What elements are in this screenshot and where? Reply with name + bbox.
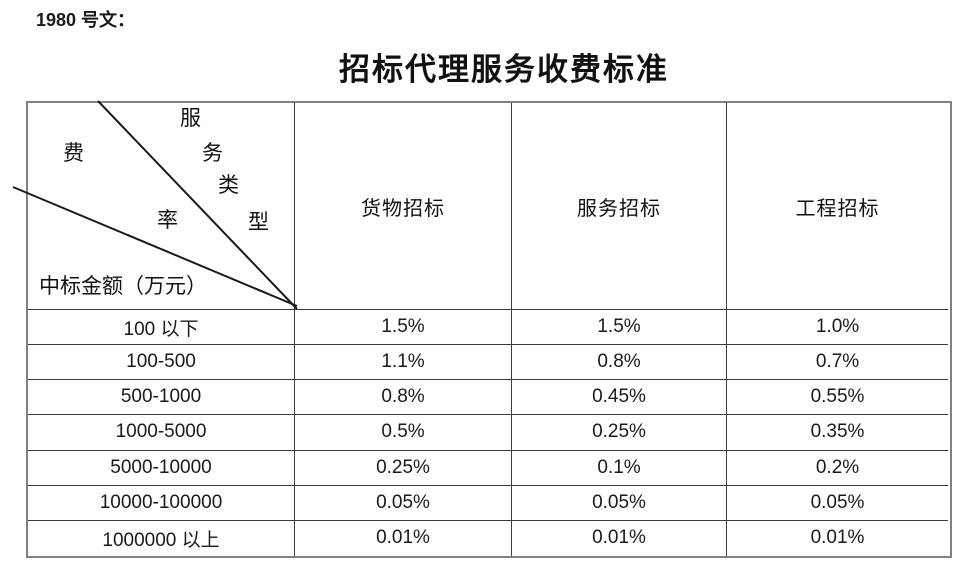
fee-value: 0.25% <box>512 415 727 451</box>
fee-value: 0.01% <box>810 527 865 549</box>
col-header-service-bidding: 服务招标 <box>512 103 727 310</box>
corner-label-service-char-1: 服 <box>180 106 201 130</box>
page-title: 招标代理服务收费标准 <box>339 52 669 87</box>
corner-label-service-char-4: 型 <box>248 210 269 234</box>
fee-value: 0.5% <box>295 415 512 451</box>
fee-value: 0.05% <box>295 485 512 521</box>
row-label: 100 以下 <box>28 310 295 346</box>
fee-value: 1.1% <box>295 345 512 381</box>
fee-value: 0.7% <box>727 345 948 381</box>
fee-value: 0.8% <box>295 380 512 416</box>
fee-value: 0.01% <box>512 520 727 556</box>
table-corner-header-cell: 费 率 服 务 类 型 中标金额（万元） <box>12 100 298 310</box>
row-label: 1000-5000 <box>28 415 295 451</box>
fee-value: 0.01% <box>295 520 512 556</box>
row-label: 500-1000 <box>28 380 295 416</box>
corner-label-fee-char: 费 <box>63 141 84 165</box>
row-label: 1000000 以上 <box>28 520 295 556</box>
col-header-works-bidding: 工程招标 <box>727 103 948 310</box>
fee-value: 0.45% <box>512 380 727 416</box>
col-header-goods-bidding: 货物招标 <box>295 103 512 310</box>
fee-value: 0.05% <box>727 486 948 521</box>
row-label: 100-500 <box>28 345 295 381</box>
fee-value: 0.1% <box>512 450 727 486</box>
doc-number: 1980 号文： <box>36 10 136 30</box>
corner-label-rate-char: 率 <box>157 208 178 232</box>
fee-value: 0.05% <box>512 485 727 521</box>
fee-value: 0.55% <box>727 380 948 416</box>
corner-label-service-char-3: 类 <box>218 173 239 197</box>
fee-value: 0.25% <box>295 450 512 486</box>
fee-value: 0.2% <box>727 451 948 486</box>
fee-value: 0.8% <box>512 345 727 381</box>
fee-value: 1.5% <box>512 310 727 346</box>
row-label: 10000-100000 <box>28 485 295 521</box>
fee-standard-table: 费 率 服 务 类 型 中标金额（万元） 货物招标 服务招标 工程招标 100 … <box>12 100 952 558</box>
row-label: 5000-10000 <box>28 450 295 486</box>
fee-value: 1.0% <box>727 310 948 346</box>
fee-value: 1.5% <box>295 310 512 346</box>
fee-value: 0.35% <box>727 415 948 451</box>
corner-label-service-char-2: 务 <box>202 141 223 165</box>
corner-label-bid-amount: 中标金额（万元） <box>39 274 207 298</box>
